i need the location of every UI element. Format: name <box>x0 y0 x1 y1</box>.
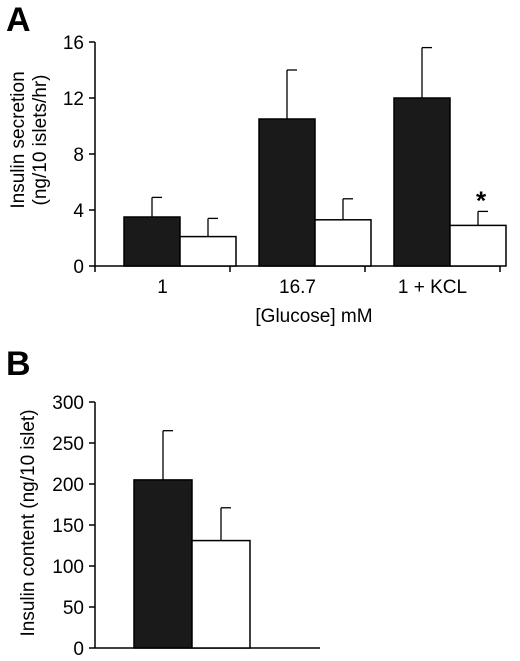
panel-a-y-tick-label: 4 <box>73 201 84 222</box>
panel-b-y-tick-label: 200 <box>52 475 84 496</box>
panel-b-y-tick-label: 250 <box>52 434 84 455</box>
panel-b: B Insulin content (ng/10 islet) 0 50 100 15… <box>6 345 320 660</box>
panel-b-ylabel: Insulin content (ng/10 islet) <box>18 409 39 636</box>
panel-a-y-tick-label: 16 <box>63 33 84 54</box>
panel-a-ylabel-line1: Insulin secretion <box>8 71 29 208</box>
panel-b-bar <box>133 479 193 649</box>
panel-b-y-tick-label: 100 <box>52 557 84 578</box>
panel-a-x-tick-label: 1 + KCL <box>398 277 467 298</box>
panel-a-bar <box>179 235 237 267</box>
panel-a-y-tick-label: 0 <box>73 257 84 278</box>
panel-a-xlabel: [Glucose] mM <box>255 306 372 327</box>
panel-a-bar <box>314 219 372 267</box>
panel-b-y-tick-label: 50 <box>63 598 84 619</box>
panel-b-y-tick-label: 150 <box>52 516 84 537</box>
panel-a-y-tick-label: 8 <box>73 145 84 166</box>
panel-a-bar <box>393 97 451 267</box>
panel-a-ylabel-line2: (ng/10 islets/hr) <box>30 75 51 206</box>
panel-a: A Insulin secretion (ng/10 islets/hr) [G… <box>6 1 507 327</box>
panel-a-x-tick-label: 16.7 <box>279 277 316 298</box>
panel-b-y-tick-label: 300 <box>52 393 84 414</box>
panel-a-significance-star: * <box>476 185 487 215</box>
panel-b-plot: 0 50 100 150 200 250 300 <box>52 393 320 660</box>
panel-a-x-tick-label: 1 <box>157 277 168 298</box>
panel-a-bar <box>449 224 507 267</box>
panel-a-bar <box>123 216 181 267</box>
panel-a-y-tick-label: 12 <box>63 89 84 110</box>
panel-b-letter: B <box>6 345 31 383</box>
panel-a-bar <box>258 118 316 267</box>
panel-b-y-tick-label: 0 <box>73 639 84 660</box>
panel-b-bar <box>191 539 251 649</box>
panel-a-letter: A <box>6 1 31 39</box>
panel-a-plot: 0 4 8 12 16 1 16.7 1 + KCL * <box>63 33 507 298</box>
